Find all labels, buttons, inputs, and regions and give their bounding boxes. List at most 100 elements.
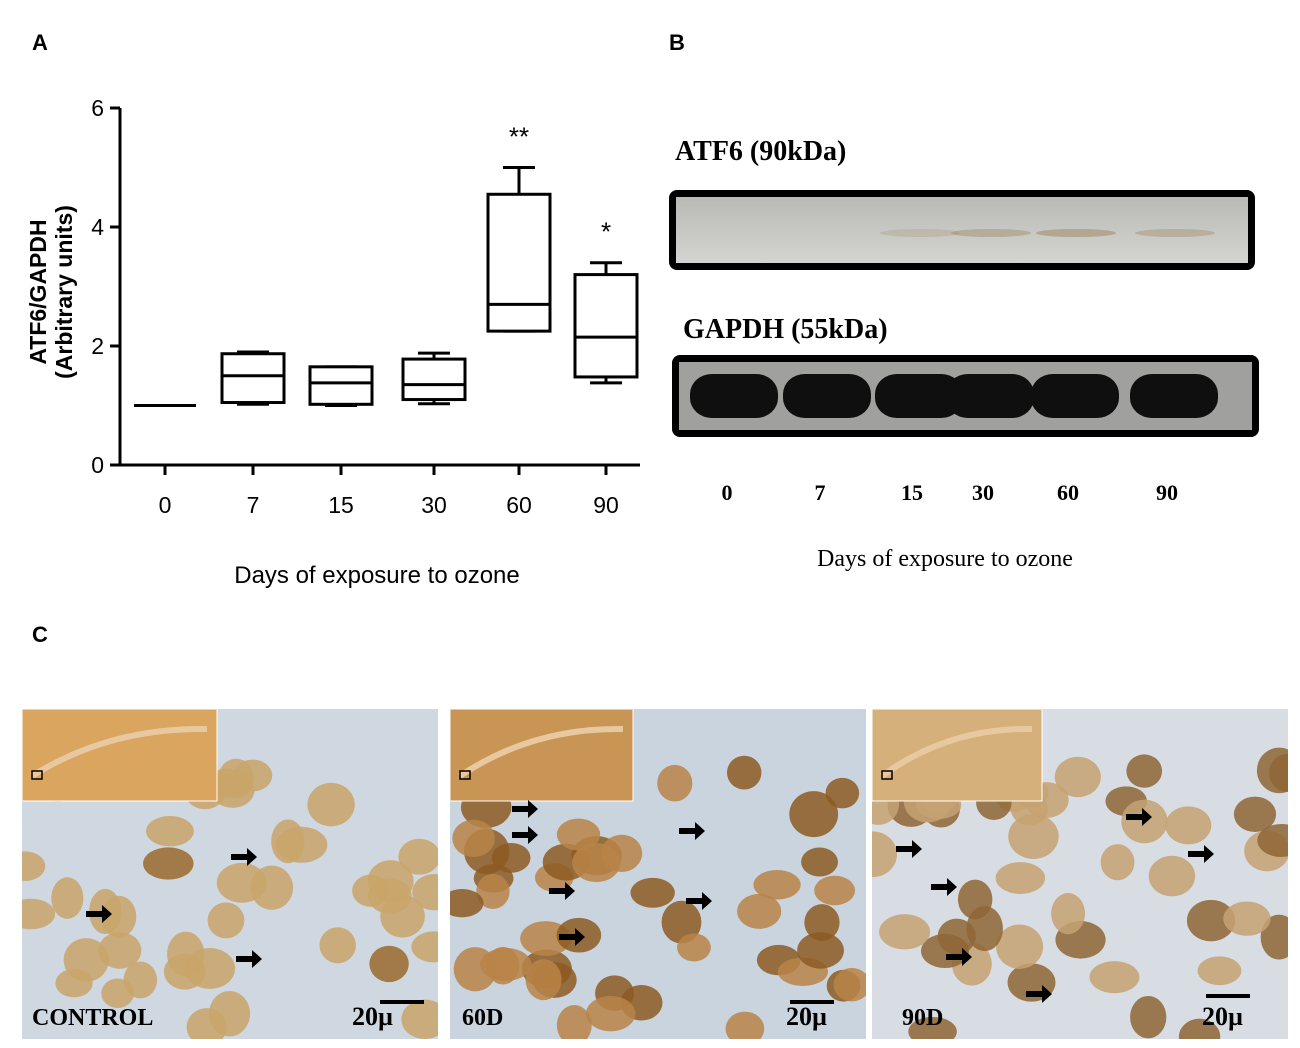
atf6-band bbox=[951, 229, 1031, 237]
stained-cell bbox=[1256, 747, 1288, 794]
scale-bar bbox=[1206, 994, 1250, 998]
y-tick-label: 2 bbox=[91, 333, 104, 359]
stained-cell bbox=[801, 847, 838, 877]
y-tick-label: 4 bbox=[91, 214, 104, 240]
arrow-icon bbox=[1188, 845, 1214, 863]
stained-cell bbox=[146, 815, 194, 847]
atf6-band bbox=[1135, 229, 1215, 237]
stained-cell bbox=[1257, 823, 1288, 857]
arrow-icon bbox=[512, 800, 538, 818]
stained-cell bbox=[476, 873, 510, 910]
stained-cell bbox=[63, 938, 109, 982]
stained-cell bbox=[22, 851, 46, 881]
arrow-icon bbox=[512, 826, 538, 844]
gapdh-band bbox=[690, 374, 778, 418]
x-tick-label: 7 bbox=[247, 492, 260, 518]
y-axis-label: (Arbitrary units) bbox=[51, 205, 77, 379]
inset-region-box bbox=[31, 770, 43, 780]
stained-cell bbox=[789, 791, 839, 838]
stained-cell bbox=[143, 847, 194, 880]
box-body bbox=[308, 365, 374, 406]
x-tick-label: 90 bbox=[593, 492, 619, 518]
stained-cell bbox=[1197, 956, 1242, 986]
stained-cell bbox=[601, 834, 643, 872]
stained-cell bbox=[1054, 756, 1101, 798]
gapdh-band bbox=[946, 374, 1034, 418]
inset-hippocampus-band bbox=[30, 725, 208, 779]
stained-cell bbox=[966, 906, 1003, 952]
blot-lane-label: 60 bbox=[1057, 480, 1079, 505]
stained-cell bbox=[1126, 754, 1163, 788]
arrow-icon bbox=[559, 928, 585, 946]
stained-cell bbox=[1178, 1018, 1221, 1039]
x-tick-label: 15 bbox=[328, 492, 354, 518]
stained-cell bbox=[369, 945, 409, 983]
box-15 bbox=[308, 365, 374, 407]
inset-hippocampus-band bbox=[458, 725, 624, 779]
box-90: * bbox=[573, 217, 639, 385]
box-60: ** bbox=[486, 122, 552, 333]
stained-cell bbox=[1223, 901, 1271, 936]
stained-cell bbox=[307, 782, 355, 827]
stained-cell bbox=[825, 777, 860, 809]
inset-overview bbox=[872, 709, 1043, 802]
gapdh-band bbox=[1130, 374, 1218, 418]
stained-cell bbox=[908, 1016, 957, 1039]
stained-cell bbox=[398, 838, 438, 875]
stained-cell bbox=[216, 862, 267, 903]
significance-marker: * bbox=[601, 217, 611, 247]
stained-cell bbox=[271, 819, 305, 864]
arrow-icon bbox=[86, 905, 112, 923]
box-7 bbox=[220, 350, 286, 406]
arrow-icon bbox=[549, 882, 575, 900]
stained-cell bbox=[586, 995, 636, 1032]
stained-cell bbox=[452, 819, 495, 858]
x-tick-label: 0 bbox=[159, 492, 172, 518]
micrograph-control: CONTROL 20µ bbox=[22, 709, 438, 1039]
arrow-icon bbox=[1026, 985, 1052, 1003]
box-body bbox=[573, 273, 639, 379]
blot-lane-label: 0 bbox=[721, 480, 733, 505]
stained-cell bbox=[1008, 813, 1059, 859]
stained-cell bbox=[737, 893, 782, 929]
micrograph-label: 90D bbox=[902, 1005, 944, 1031]
atf6-band bbox=[880, 229, 960, 237]
atf6-blot-title: ATF6 (90kDa) bbox=[675, 136, 847, 167]
micrograph-90d: 90D 20µ bbox=[872, 709, 1288, 1039]
arrow-icon bbox=[946, 948, 972, 966]
stained-cell bbox=[218, 758, 254, 799]
box-body bbox=[486, 192, 552, 333]
stained-cell bbox=[208, 991, 251, 1037]
stained-cell bbox=[1130, 995, 1167, 1039]
stained-cell bbox=[525, 959, 562, 1001]
stained-cell bbox=[1165, 806, 1212, 845]
gapdh-band bbox=[783, 374, 871, 418]
blot-x-axis-label: Days of exposure to ozone bbox=[817, 546, 1073, 572]
inset-hippocampus-band bbox=[880, 725, 1033, 779]
gapdh-band bbox=[875, 374, 963, 418]
scale-bar bbox=[380, 1000, 424, 1004]
stained-cell bbox=[491, 842, 531, 873]
stained-cell bbox=[556, 818, 601, 851]
y-tick-label: 6 bbox=[91, 95, 104, 121]
stained-cell bbox=[1051, 893, 1086, 935]
box-body bbox=[401, 357, 467, 402]
arrow-icon bbox=[231, 848, 257, 866]
stained-cell bbox=[937, 918, 976, 955]
stained-cell bbox=[1089, 961, 1140, 994]
stained-cell bbox=[51, 877, 84, 919]
arrow-icon bbox=[679, 822, 705, 840]
stained-cell bbox=[657, 764, 693, 802]
stained-cell bbox=[995, 862, 1046, 894]
stained-cell bbox=[319, 927, 356, 964]
stained-cell bbox=[677, 933, 711, 962]
gapdh-band bbox=[1031, 374, 1119, 418]
panel-b-letter: B bbox=[669, 30, 685, 55]
stained-cell bbox=[1148, 855, 1196, 897]
stained-cell bbox=[996, 924, 1044, 969]
stained-cell bbox=[630, 877, 675, 908]
micrograph-label: CONTROL bbox=[32, 1005, 154, 1031]
box-body bbox=[220, 352, 286, 405]
atf6-blot-image bbox=[669, 190, 1255, 270]
stained-cell bbox=[1186, 899, 1236, 942]
